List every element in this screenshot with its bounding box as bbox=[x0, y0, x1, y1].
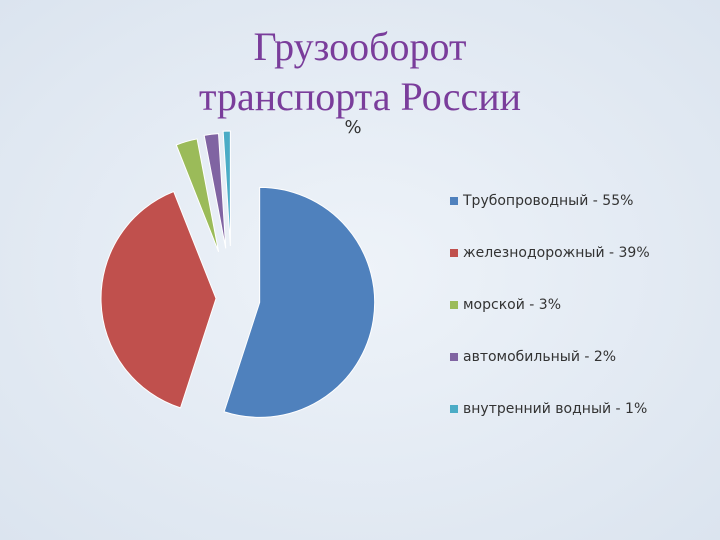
pie-slice bbox=[175, 138, 220, 253]
legend-label: внутренний водный - 1% bbox=[463, 401, 647, 417]
pie-slice bbox=[100, 190, 217, 409]
pie-slice bbox=[203, 133, 227, 249]
pie-slice bbox=[223, 186, 376, 418]
legend-label: железнодорожный - 39% bbox=[463, 245, 650, 261]
legend-marker bbox=[450, 249, 458, 257]
legend-marker bbox=[450, 301, 458, 309]
legend-label: автомобильный - 2% bbox=[463, 349, 616, 365]
chart-title: Грузооборот транспорта России bbox=[198, 24, 522, 119]
legend-label: Трубопроводный - 55% bbox=[462, 193, 633, 209]
legend-marker bbox=[450, 405, 458, 413]
pie-slice bbox=[222, 130, 231, 247]
legend-marker bbox=[450, 197, 458, 205]
legend-label: морской - 3% bbox=[463, 297, 561, 313]
legend-marker bbox=[450, 353, 458, 361]
chart-subtitle: % bbox=[344, 117, 361, 138]
